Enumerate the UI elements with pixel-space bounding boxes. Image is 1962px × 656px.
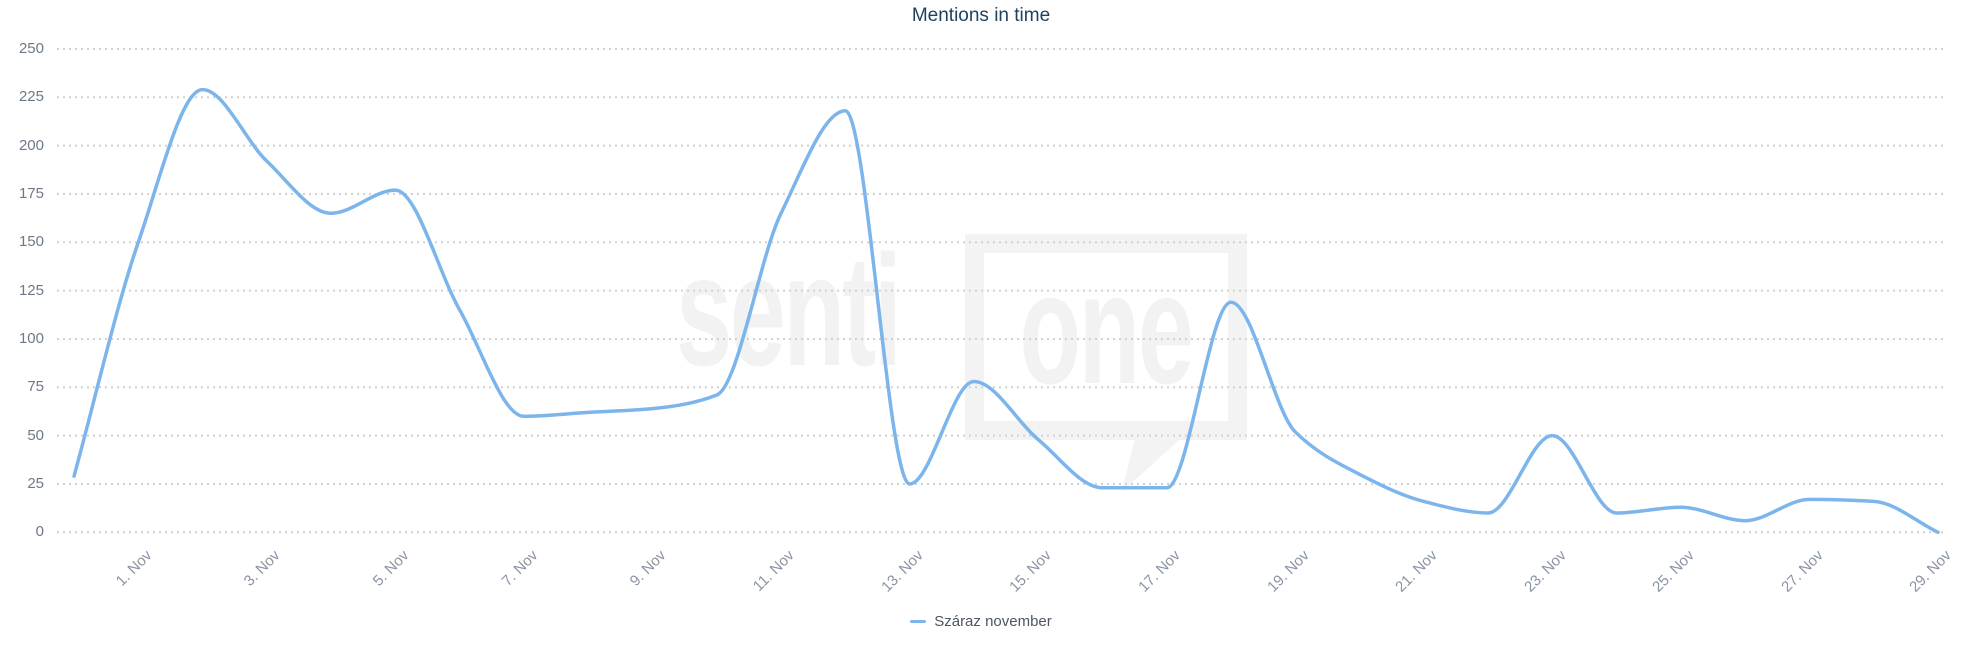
y-axis-tick-label-200: 200 — [18, 136, 44, 154]
y-axis-tick-label-100: 100 — [18, 329, 44, 347]
y-axis-tick-label-50: 50 — [27, 426, 44, 444]
y-axis-tick-label-0: 0 — [35, 523, 44, 541]
y-axis-tick-label-225: 225 — [18, 88, 44, 106]
chart-title: Mentions in time — [911, 5, 1051, 26]
y-axis-tick-label-250: 250 — [18, 39, 44, 57]
y-axis-tick-label-75: 75 — [27, 378, 44, 396]
y-axis-tick-label-175: 175 — [18, 184, 44, 202]
y-axis-tick-label-150: 150 — [18, 233, 44, 251]
series-line-száraz-november[interactable] — [72, 87, 1940, 535]
legend-item-szaraz-november[interactable]: Száraz november — [0, 613, 1962, 630]
legend-series-label: Száraz november — [934, 613, 1052, 630]
legend-marker — [910, 620, 927, 623]
y-axis-tick-label-125: 125 — [18, 281, 44, 299]
y-axis-tick-label-25: 25 — [27, 474, 44, 492]
